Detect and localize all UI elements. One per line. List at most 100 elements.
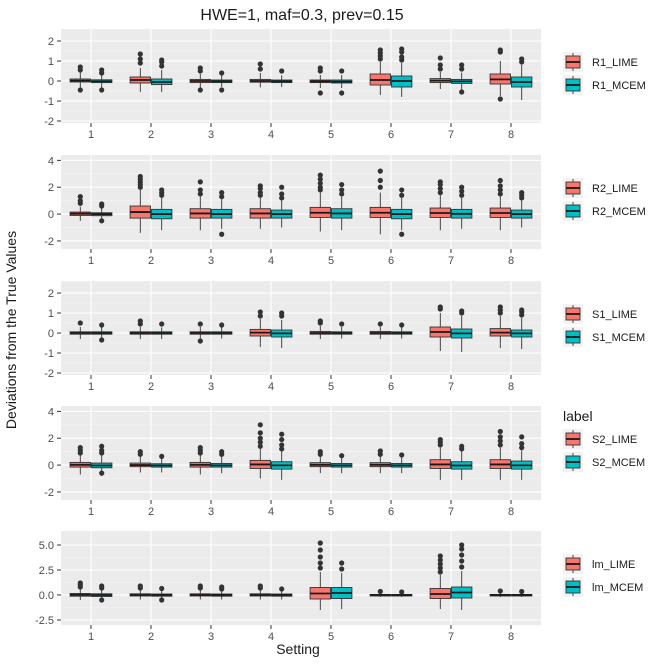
y-tick-label: 4 <box>48 155 54 167</box>
outlier-point <box>317 449 323 455</box>
outlier-point <box>519 190 525 196</box>
x-tick-label: 5 <box>328 381 334 393</box>
outlier-point <box>279 191 285 197</box>
box-lm_LIME-1 <box>69 580 91 600</box>
outlier-point <box>339 191 345 197</box>
legend-item-lm_LIME: lm_LIME <box>563 554 635 574</box>
outlier-point <box>137 318 143 324</box>
x-tick-label: 2 <box>148 255 154 267</box>
outlier-point <box>77 580 83 586</box>
box-R2_MCEM-3 <box>211 190 233 237</box>
outlier-point <box>137 60 143 66</box>
box-R1_MCEM-3 <box>211 70 233 93</box>
y-tick-label: 0 <box>48 328 54 340</box>
panel-background <box>61 281 541 375</box>
box-lm_LIME-5 <box>309 540 331 610</box>
outlier-point <box>197 65 203 71</box>
outlier-point <box>99 470 105 476</box>
outlier-point <box>257 66 263 72</box>
outlier-point <box>497 588 503 594</box>
y-tick-label: -1 <box>44 96 54 108</box>
x-tick-label: 1 <box>88 129 94 141</box>
box-S1_LIME-3 <box>189 321 211 344</box>
legend-item-R2_LIME: R2_LIME <box>563 178 638 198</box>
series-S1_LIME <box>69 304 511 351</box>
box-R2_LIME-2 <box>129 173 151 233</box>
legends: R1_LIME R1_MCEM R2_LIME R2_MCEM S1_LIME S1_MC… <box>563 52 646 597</box>
x-tick-label: 7 <box>448 129 454 141</box>
y-tick-label: 2 <box>48 36 54 48</box>
box-R2_MCEM-8 <box>511 190 533 228</box>
outlier-point <box>219 87 225 93</box>
outlier-point <box>377 177 383 184</box>
box-S1_LIME-7 <box>429 304 451 351</box>
outlier-point <box>377 448 383 454</box>
outlier-point <box>437 436 443 443</box>
box-S2_MCEM-2 <box>151 453 173 473</box>
outlier-point <box>339 321 345 327</box>
outlier-point <box>219 194 225 200</box>
outlier-point <box>99 218 105 224</box>
legend-5: lm_LIME lm_MCEM <box>563 554 643 597</box>
box-lm_MCEM-7 <box>451 542 473 610</box>
outlier-point <box>437 185 443 192</box>
x-tick-label: 6 <box>388 631 394 643</box>
x-tick-label: 6 <box>388 129 394 141</box>
box-lm_MCEM-8 <box>511 588 533 597</box>
outlier-point <box>459 443 465 449</box>
facet-panel-2: -2 0 2 4 1 2 3 4 5 6 7 8 <box>44 155 541 267</box>
facet-panels: -2 -1 0 1 2 1 2 3 4 5 6 7 8 -2 0 2 4 1 2 3 4 5 6 7 8 -2 -1 0 1 2 1 2 3 4 5… <box>35 29 541 643</box>
legend-label: S2_LIME <box>592 434 637 446</box>
outlier-point <box>497 428 503 435</box>
outlier-point <box>137 449 143 455</box>
box-lm_MCEM-2 <box>151 585 173 603</box>
box-R2_LIME-5 <box>309 172 331 232</box>
outlier-point <box>459 62 465 68</box>
x-tick-label: 5 <box>328 506 334 518</box>
outlier-point <box>497 442 503 448</box>
box-R2_MCEM-4 <box>271 184 293 228</box>
x-tick-label: 5 <box>328 129 334 141</box>
outlier-point <box>99 201 105 207</box>
box-S2_LIME-8 <box>489 428 511 480</box>
outlier-point <box>257 183 263 189</box>
outlier-point <box>279 446 285 452</box>
y-tick-label: -2 <box>44 236 54 248</box>
outlier-point <box>317 184 323 190</box>
outlier-point <box>317 547 323 553</box>
outlier-point <box>159 597 165 603</box>
outlier-point <box>219 70 225 76</box>
outlier-point <box>377 588 383 595</box>
outlier-point <box>339 68 345 74</box>
facet-panel-3: -2 -1 0 1 2 1 2 3 4 5 6 7 8 <box>44 281 541 393</box>
outlier-point <box>219 449 225 455</box>
legend-2: R2_LIME R2_MCEM <box>563 178 646 221</box>
outlier-point <box>257 439 263 445</box>
outlier-point <box>377 321 383 327</box>
outlier-point <box>437 561 443 567</box>
legend-label: S2_MCEM <box>592 457 645 469</box>
x-tick-label: 1 <box>88 381 94 393</box>
outlier-point <box>437 179 443 185</box>
legend-title: label <box>563 408 593 424</box>
facet-panel-1: -2 -1 0 1 2 1 2 3 4 5 6 7 8 <box>44 29 541 141</box>
outlier-point <box>497 304 503 310</box>
facet-panel-4: -2 0 2 4 1 2 3 4 5 6 7 8 <box>44 406 541 518</box>
x-tick-label: 5 <box>328 255 334 267</box>
outlier-point <box>399 46 405 52</box>
legend-label: S1_LIME <box>592 309 637 321</box>
outlier-point <box>399 231 405 237</box>
box-S2_MCEM-4 <box>271 431 293 480</box>
x-tick-label: 6 <box>388 255 394 267</box>
x-tick-label: 6 <box>388 506 394 518</box>
box-S2_MCEM-6 <box>391 452 413 474</box>
legend-label: lm_LIME <box>592 559 635 571</box>
y-tick-label: 4 <box>48 406 54 418</box>
box-S2_MCEM-1 <box>91 443 113 476</box>
outlier-point <box>317 565 323 571</box>
box-S2_MCEM-7 <box>451 443 473 480</box>
legend-item-R1_LIME: R1_LIME <box>563 52 638 72</box>
outlier-point <box>339 453 345 459</box>
outlier-point <box>437 62 443 68</box>
outlier-point <box>197 179 203 185</box>
